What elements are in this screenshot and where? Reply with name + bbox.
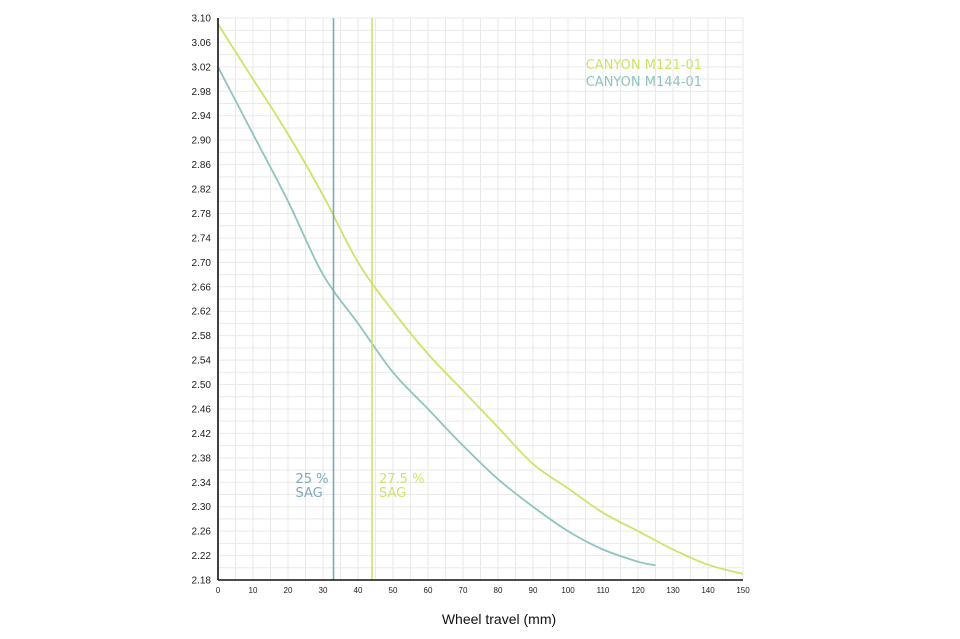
y-tick-label: 2.62 bbox=[192, 307, 212, 318]
x-tick-label: 10 bbox=[249, 586, 258, 595]
y-tick-label: 2.34 bbox=[192, 478, 212, 489]
x-tick-label: 20 bbox=[284, 586, 293, 595]
legend: CANYON M121-01 CANYON M144-01 bbox=[586, 58, 702, 90]
legend-entry-1: CANYON M121-01 bbox=[586, 58, 702, 73]
y-tick-label: 3.10 bbox=[192, 14, 212, 25]
x-tick-label: 60 bbox=[424, 586, 433, 595]
x-tick-label: 140 bbox=[701, 586, 715, 595]
x-tick-label: 90 bbox=[529, 586, 538, 595]
y-tick-label: 2.74 bbox=[192, 233, 212, 244]
y-tick-label: 2.22 bbox=[192, 551, 212, 562]
legend-entry-2: CANYON M144-01 bbox=[586, 75, 702, 90]
series-line-2 bbox=[217, 66, 656, 567]
x-tick-label: 100 bbox=[561, 586, 575, 595]
sag-marker-percent-1: 25 % bbox=[296, 472, 329, 487]
x-tick-label: 70 bbox=[459, 586, 468, 595]
y-tick-label: 2.58 bbox=[192, 331, 212, 342]
x-tick-label: 0 bbox=[216, 586, 221, 595]
x-tick-label: 50 bbox=[389, 586, 398, 595]
x-tick-label: 150 bbox=[736, 586, 750, 595]
y-tick-label: 2.46 bbox=[192, 404, 212, 415]
grid-lines bbox=[217, 17, 744, 581]
tick-labels: 2.18 2.22 2.26 2.30 2.34 2.38 2.42 2.46 2.50 2.54… bbox=[192, 14, 751, 596]
y-tick-label: 2.90 bbox=[192, 136, 212, 147]
x-tick-label: 110 bbox=[597, 586, 610, 595]
axes bbox=[217, 18, 743, 581]
x-tick-label: 80 bbox=[494, 586, 503, 595]
y-tick-label: 2.30 bbox=[192, 502, 212, 513]
y-tick-label: 3.06 bbox=[192, 38, 212, 49]
y-tick-label: 2.82 bbox=[192, 185, 212, 196]
sag-marker-label-1: SAG bbox=[296, 486, 323, 501]
series-line-1 bbox=[217, 23, 744, 575]
y-tick-label: 3.02 bbox=[192, 62, 212, 73]
x-tick-label: 120 bbox=[631, 586, 645, 595]
sag-marker-percent-2: 27.5 % bbox=[379, 472, 424, 487]
y-tick-label: 2.18 bbox=[192, 576, 212, 587]
y-tick-label: 2.70 bbox=[192, 258, 212, 269]
y-tick-label: 2.66 bbox=[192, 282, 212, 293]
y-tick-label: 2.50 bbox=[192, 380, 212, 391]
x-tick-label: 130 bbox=[666, 586, 680, 595]
x-axis-label: Wheel travel (mm) bbox=[442, 611, 556, 627]
y-tick-label: 2.42 bbox=[192, 429, 212, 440]
x-tick-label: 30 bbox=[319, 586, 328, 595]
y-tick-label: 2.38 bbox=[192, 453, 212, 464]
y-tick-label: 2.98 bbox=[192, 87, 212, 98]
series-lines bbox=[217, 23, 744, 575]
y-tick-label: 2.86 bbox=[192, 160, 212, 171]
y-tick-label: 2.26 bbox=[192, 527, 212, 538]
x-tick-label: 40 bbox=[354, 586, 363, 595]
y-tick-label: 2.54 bbox=[192, 356, 212, 367]
y-tick-label: 2.94 bbox=[192, 111, 212, 122]
sag-marker-label-2: SAG bbox=[379, 486, 406, 501]
y-tick-label: 2.78 bbox=[192, 209, 212, 220]
